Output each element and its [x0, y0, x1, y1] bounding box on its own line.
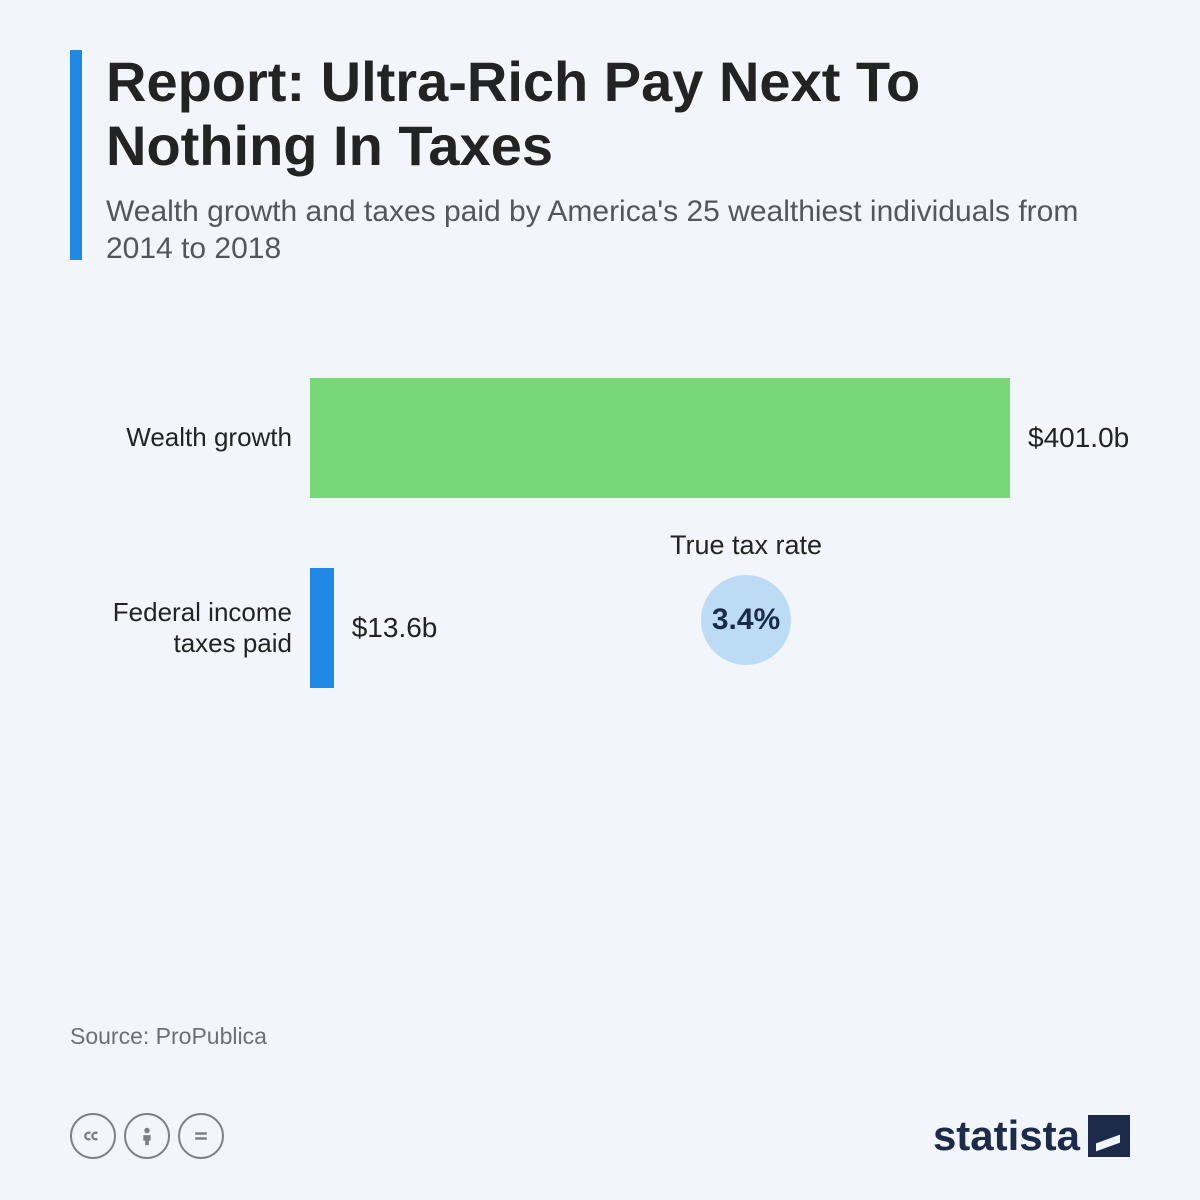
true-tax-rate-callout: True tax rate 3.4%	[670, 530, 822, 665]
bar-track: $401.0b	[310, 378, 1130, 498]
bar-row: Federal income taxes paid $13.6b	[70, 568, 1130, 688]
footer: statista	[70, 1112, 1130, 1160]
bar-row: Wealth growth $401.0b	[70, 378, 1130, 498]
chart-title: Report: Ultra-Rich Pay Next To Nothing I…	[106, 50, 1130, 179]
bar-wealth-growth	[310, 378, 1010, 498]
value-label: $13.6b	[352, 612, 438, 644]
value-label: $401.0b	[1028, 422, 1129, 454]
statista-logo: statista	[933, 1112, 1130, 1160]
callout-title: True tax rate	[670, 530, 822, 561]
accent-bar	[70, 50, 82, 260]
bar-taxes-paid	[310, 568, 334, 688]
source-attribution: Source: ProPublica	[70, 1023, 267, 1050]
license-icons	[70, 1113, 224, 1159]
brand-mark-icon	[1088, 1115, 1130, 1157]
by-icon	[124, 1113, 170, 1159]
category-label: Wealth growth	[70, 422, 310, 453]
category-label: Federal income taxes paid	[70, 597, 310, 659]
brand-text: statista	[933, 1112, 1080, 1160]
nd-icon	[178, 1113, 224, 1159]
callout-value: 3.4%	[701, 575, 791, 665]
header: Report: Ultra-Rich Pay Next To Nothing I…	[70, 50, 1130, 268]
chart-subtitle: Wealth growth and taxes paid by America'…	[106, 193, 1130, 268]
cc-icon	[70, 1113, 116, 1159]
bar-chart: Wealth growth $401.0b Federal income tax…	[70, 378, 1130, 688]
